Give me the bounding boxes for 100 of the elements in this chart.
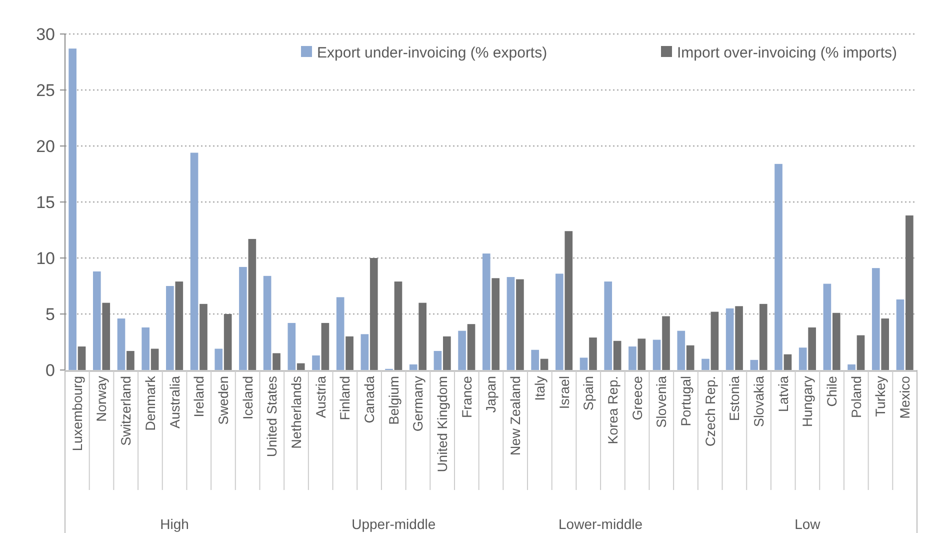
x-tick-label: United Kingdom <box>435 376 450 472</box>
bar <box>434 350 442 370</box>
x-tick-label: Poland <box>848 376 864 418</box>
x-tick-label: Italy <box>532 376 548 401</box>
bar <box>409 364 418 370</box>
bar <box>321 322 330 370</box>
bar <box>190 152 198 370</box>
x-tick-label: Austria <box>313 376 328 418</box>
y-tick-label: 10 <box>36 248 55 268</box>
x-tick-label: United States <box>264 376 280 458</box>
bar <box>580 358 588 370</box>
bar <box>506 277 515 370</box>
x-tick-label: Finland <box>338 376 353 420</box>
bar <box>443 336 451 370</box>
bar <box>774 164 782 370</box>
x-tick-label: Slovakia <box>751 376 766 428</box>
bar <box>784 354 792 370</box>
bar <box>272 353 280 370</box>
x-tick-label: New Zealand <box>508 376 524 456</box>
bar <box>92 271 101 370</box>
x-tick-label: Portugal <box>678 376 694 426</box>
bar <box>78 346 86 370</box>
bar <box>686 345 694 370</box>
bar <box>214 348 223 370</box>
bar <box>117 318 126 370</box>
bar <box>68 48 76 370</box>
bar <box>613 340 622 370</box>
y-tick-label: 25 <box>36 80 55 100</box>
x-tick-label: Slovenia <box>654 376 670 428</box>
bar <box>589 338 597 370</box>
bar <box>881 318 890 370</box>
bar <box>677 330 686 370</box>
y-tick-label: 15 <box>36 192 55 212</box>
bar <box>394 282 402 370</box>
bar <box>492 278 500 370</box>
bar <box>288 322 296 370</box>
x-tick-label: Australia <box>167 376 182 429</box>
y-tick-label: 0 <box>46 360 55 380</box>
bar <box>467 324 476 370</box>
x-tick-label: Hungary <box>800 376 816 428</box>
bar <box>239 266 247 370</box>
bar <box>556 274 564 370</box>
x-tick-label: Turkey <box>873 376 888 417</box>
bar <box>726 308 734 370</box>
x-tick-label: Sweden <box>216 376 231 425</box>
bar <box>832 312 840 370</box>
bar <box>798 348 807 370</box>
bar <box>346 336 354 370</box>
x-tick-label: Ireland <box>192 376 207 418</box>
x-tick-label: Chile <box>824 376 840 407</box>
bar <box>848 364 856 370</box>
bar <box>823 284 832 370</box>
x-tick-label: Belgium <box>386 376 402 425</box>
x-tick-label: Netherlands <box>288 376 304 449</box>
bar <box>896 299 904 370</box>
bar <box>702 358 710 370</box>
bar <box>336 297 344 370</box>
x-tick-label: Mexico <box>898 376 913 419</box>
text: Low <box>794 516 822 532</box>
bar <box>458 330 466 370</box>
x-tick-label: France <box>459 376 474 418</box>
x-tick-label: Norway <box>94 376 110 422</box>
bar <box>735 306 743 370</box>
x-tick-label: Japan <box>484 376 499 413</box>
bar <box>150 348 159 370</box>
bar <box>224 314 232 370</box>
x-tick-label: Spain <box>581 376 596 411</box>
x-tick-label: Iceland <box>240 376 256 420</box>
x-tick-label: Czech Rep. <box>702 376 718 447</box>
bar <box>263 276 272 370</box>
x-tick-label: Greece <box>630 376 645 420</box>
bar <box>516 279 524 370</box>
bar <box>248 238 256 370</box>
bar <box>166 286 174 370</box>
bar <box>312 355 320 370</box>
y-tick-label: 20 <box>36 136 55 156</box>
bar <box>662 316 670 370</box>
x-tick-label: Latvia <box>776 376 791 412</box>
x-tick-label: Israel <box>556 376 572 410</box>
bar <box>750 360 758 370</box>
bar <box>710 312 719 370</box>
bar <box>759 304 768 370</box>
text: Lower-middle <box>558 516 643 532</box>
bar <box>482 254 490 370</box>
bar <box>808 327 816 370</box>
x-tick-label: Luxembourg <box>70 376 85 452</box>
legend-label: Import over-invoicing (% imports) <box>677 44 898 62</box>
bar <box>628 346 636 370</box>
bar <box>418 302 426 370</box>
bar <box>370 258 378 370</box>
y-tick-label: 5 <box>46 304 55 324</box>
x-tick-label: Korea Rep. <box>605 376 620 444</box>
bar <box>564 231 573 370</box>
bar <box>540 358 548 370</box>
bar <box>296 363 305 370</box>
bar <box>126 350 134 370</box>
y-tick-label: 30 <box>36 24 55 44</box>
text: Upper-middle <box>352 516 436 532</box>
bar <box>175 282 184 370</box>
bar <box>531 350 539 370</box>
